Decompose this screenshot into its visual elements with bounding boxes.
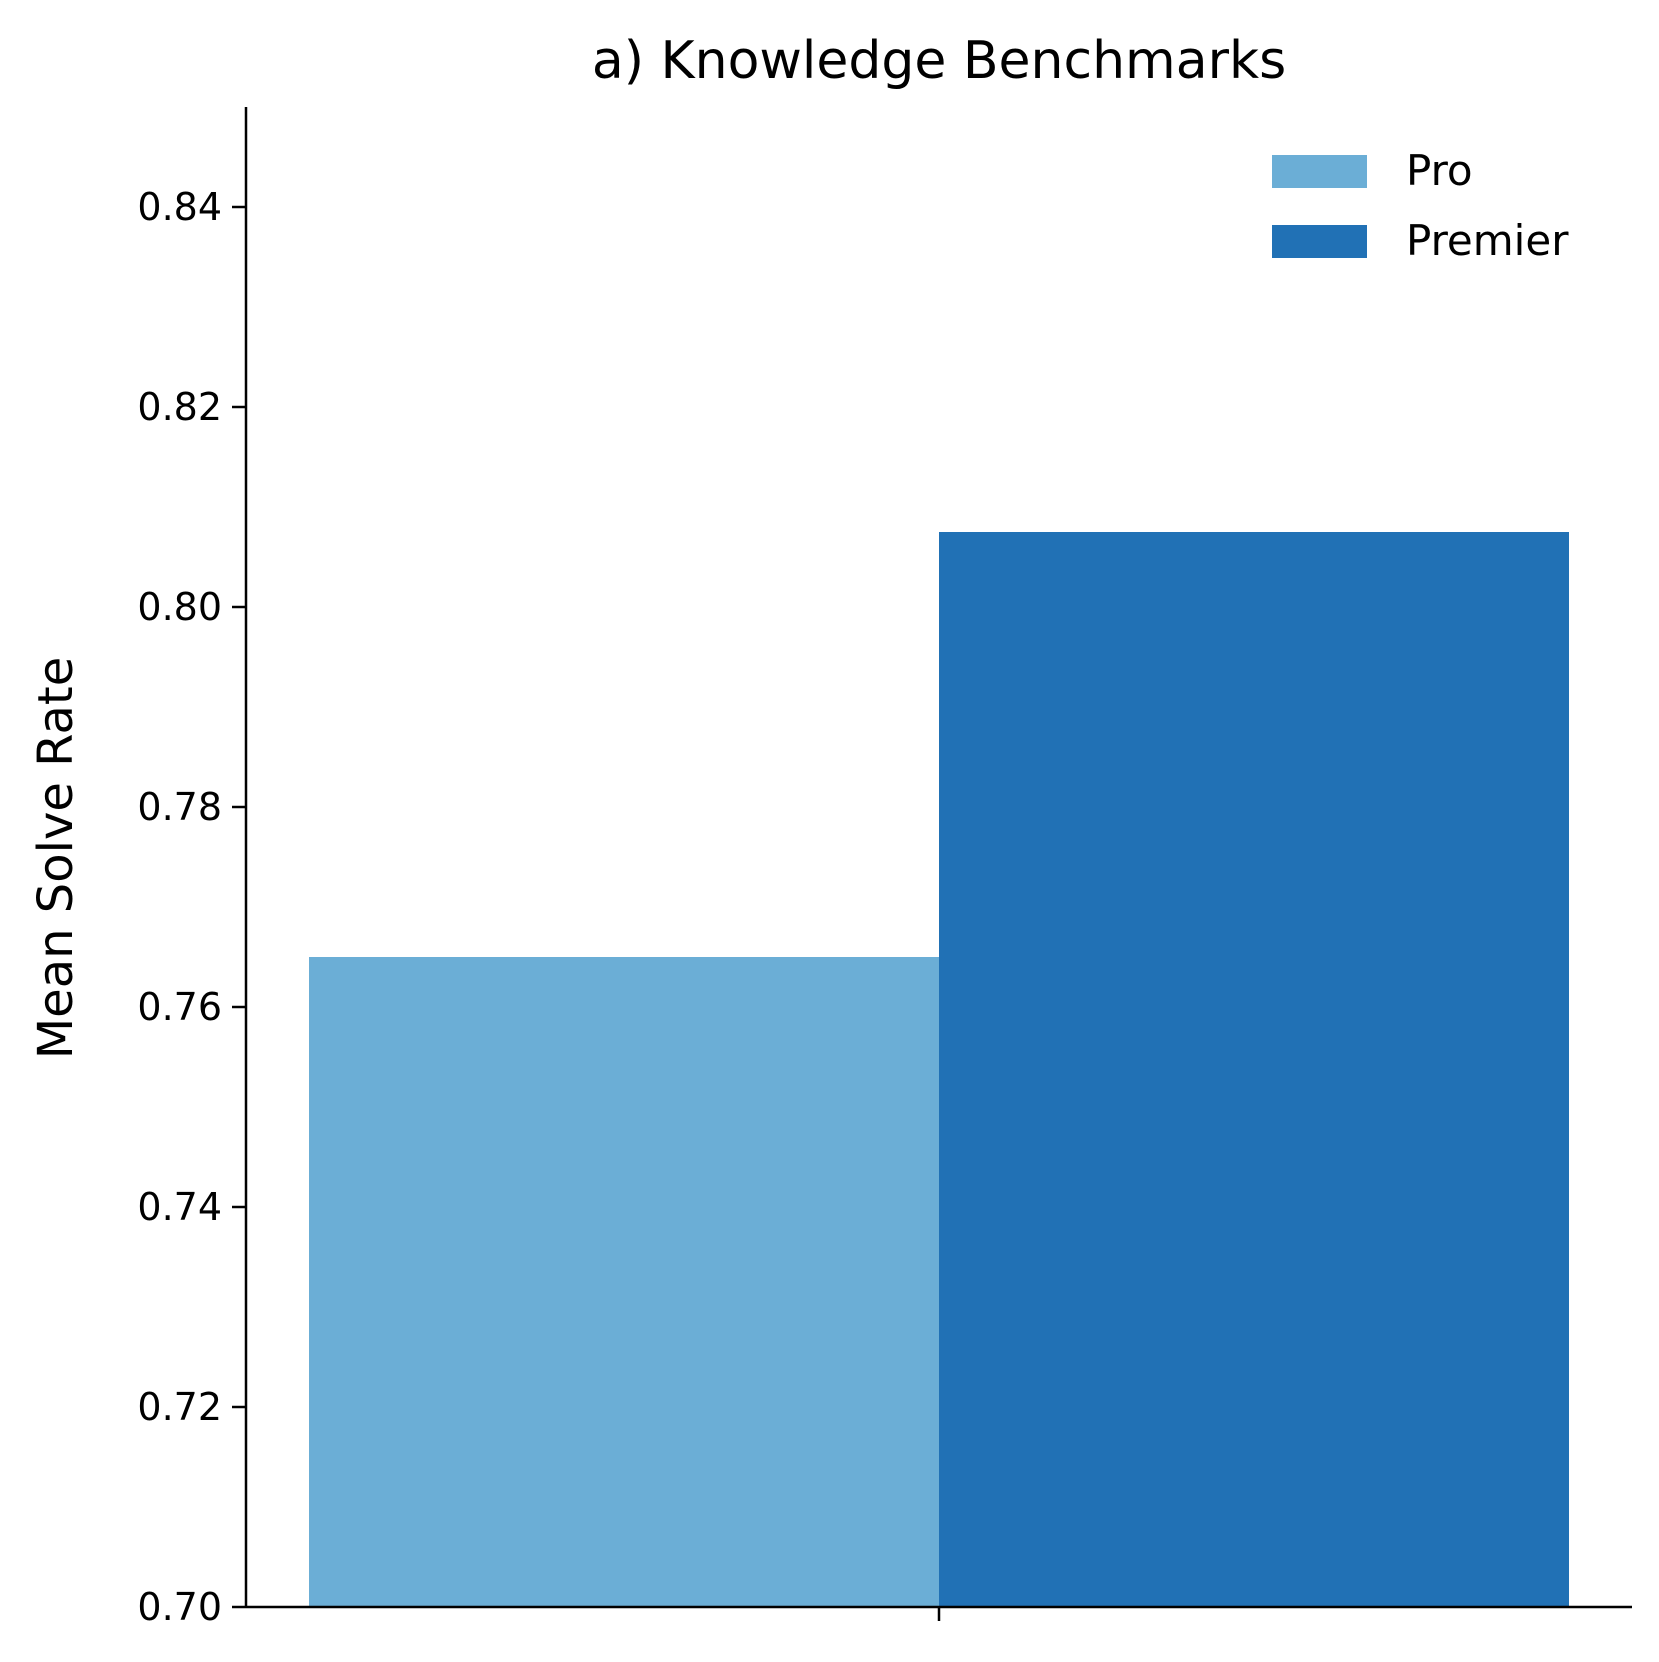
y-axis-title: Mean Solve Rate <box>28 657 84 1059</box>
y-tick-label: 0.84 <box>137 185 222 229</box>
y-tick-label: 0.76 <box>137 985 222 1029</box>
bars-group <box>309 532 1569 1607</box>
bar-premier <box>939 532 1569 1607</box>
legend: Pro Premier <box>1272 146 1569 265</box>
legend-swatch-premier <box>1272 225 1367 258</box>
y-axis-ticks: 0.70 0.72 0.74 0.76 0.78 0.80 0.82 0.84 <box>137 185 246 1629</box>
y-tick-label: 0.72 <box>137 1385 222 1429</box>
y-tick-label: 0.74 <box>137 1185 222 1229</box>
bar-pro <box>309 957 939 1607</box>
y-tick-label: 0.70 <box>137 1585 222 1629</box>
y-tick-label: 0.80 <box>137 585 222 629</box>
y-tick-label: 0.78 <box>137 785 222 829</box>
legend-swatch-pro <box>1272 155 1367 188</box>
legend-label-premier: Premier <box>1406 216 1569 265</box>
chart-title: a) Knowledge Benchmarks <box>592 31 1286 91</box>
legend-label-pro: Pro <box>1406 146 1473 195</box>
y-tick-label: 0.82 <box>137 385 222 429</box>
